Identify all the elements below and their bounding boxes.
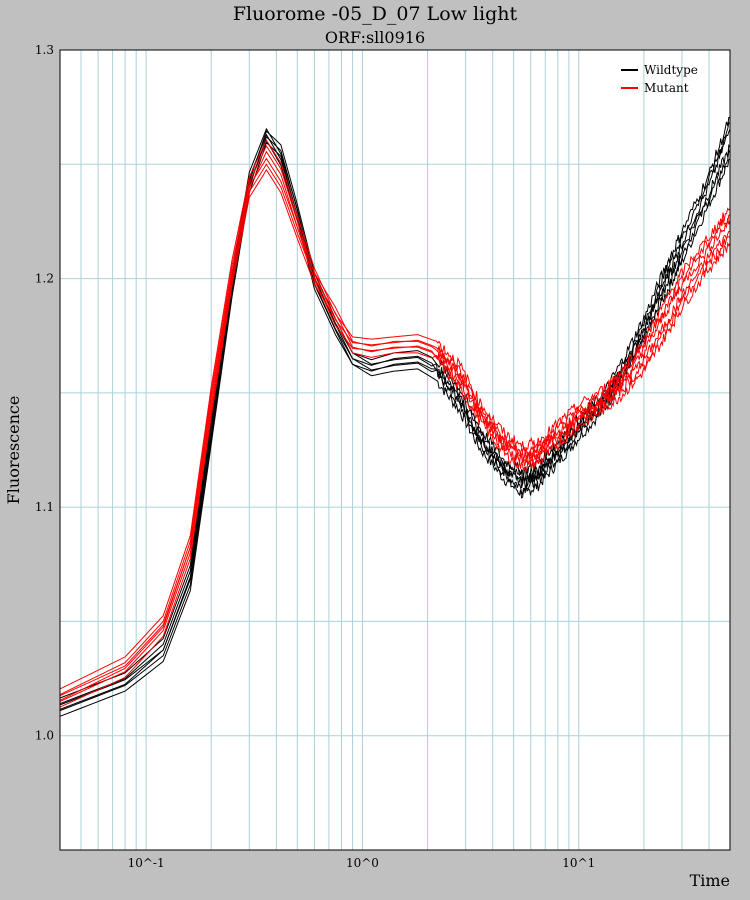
chart-title: Fluorome -05_D_07 Low light [233, 3, 518, 25]
x-gridlines [80, 50, 710, 850]
y-tick-label: 1.2 [35, 272, 54, 286]
chart-subtitle: ORF:sll0916 [325, 28, 425, 47]
series-line-mutant [59, 144, 731, 696]
legend-label-wildtype: Wildtype [644, 63, 698, 77]
plot-area [60, 50, 730, 850]
x-tick-label: 10^0 [346, 856, 379, 870]
y-tick-label: 1.1 [35, 500, 54, 514]
series-line-mutant [59, 139, 731, 690]
x-tick-label: 10^1 [562, 856, 595, 870]
series-layer [59, 116, 731, 717]
x-tick-labels: 10^-1 10^0 10^1 [128, 856, 596, 870]
legend-label-mutant: Mutant [644, 81, 689, 95]
legend: Wildtype Mutant [621, 63, 698, 95]
y-axis-label: Fluorescence [4, 396, 23, 505]
series-line-wildtype [59, 136, 731, 712]
x-axis-label: Time [690, 871, 730, 890]
y-tick-label: 1.3 [35, 43, 54, 57]
plot-frame [59, 49, 731, 851]
y-tick-labels: 1.0 1.1 1.2 1.3 [35, 43, 54, 743]
series-line-wildtype [59, 122, 731, 705]
series-line-wildtype [59, 116, 731, 699]
series-line-mutant [59, 163, 731, 702]
series-line-mutant [59, 157, 731, 697]
x-tick-label: 10^-1 [128, 856, 165, 870]
y-tick-label: 1.0 [35, 729, 54, 743]
